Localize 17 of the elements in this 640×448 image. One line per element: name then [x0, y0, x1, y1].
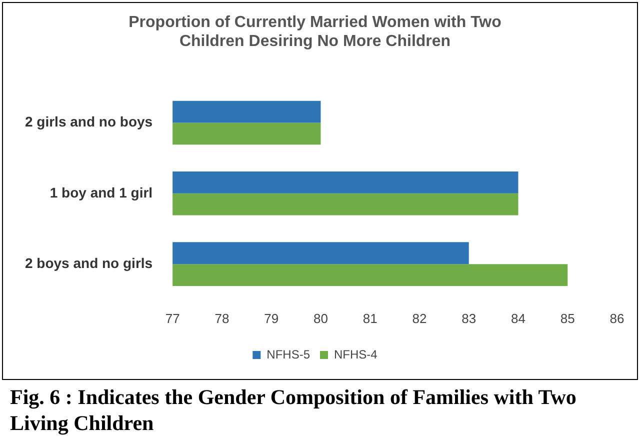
x-tick-label: 83	[462, 310, 476, 326]
x-tick-label: 86	[610, 310, 624, 326]
x-tick-label: 81	[362, 310, 378, 326]
x-tick-label: 79	[264, 310, 279, 326]
legend-label: NFHS-5	[266, 347, 310, 362]
y-tick-label: 1 boy and 1 girl	[50, 184, 153, 200]
caption: Fig. 6 : Indicates the Gender Composition of Families with Two Living Children	[9, 384, 578, 437]
x-tick-label: 80	[313, 310, 328, 326]
y-tick-label: 2 boys and no girls	[24, 254, 153, 271]
legend-label: NFHS-4	[334, 347, 378, 362]
y-tick-label: 2 girls and no boys	[24, 114, 153, 130]
chart-title: Proportion of Currently Married Women with Two Children Desiring No More Children	[128, 14, 502, 50]
x-tick-label: 84	[511, 310, 526, 326]
x-tick-label: 85	[560, 310, 575, 326]
x-tick-label: 77	[165, 310, 180, 326]
x-tick-label: 82	[412, 310, 427, 326]
x-tick-label: 78	[214, 310, 230, 326]
